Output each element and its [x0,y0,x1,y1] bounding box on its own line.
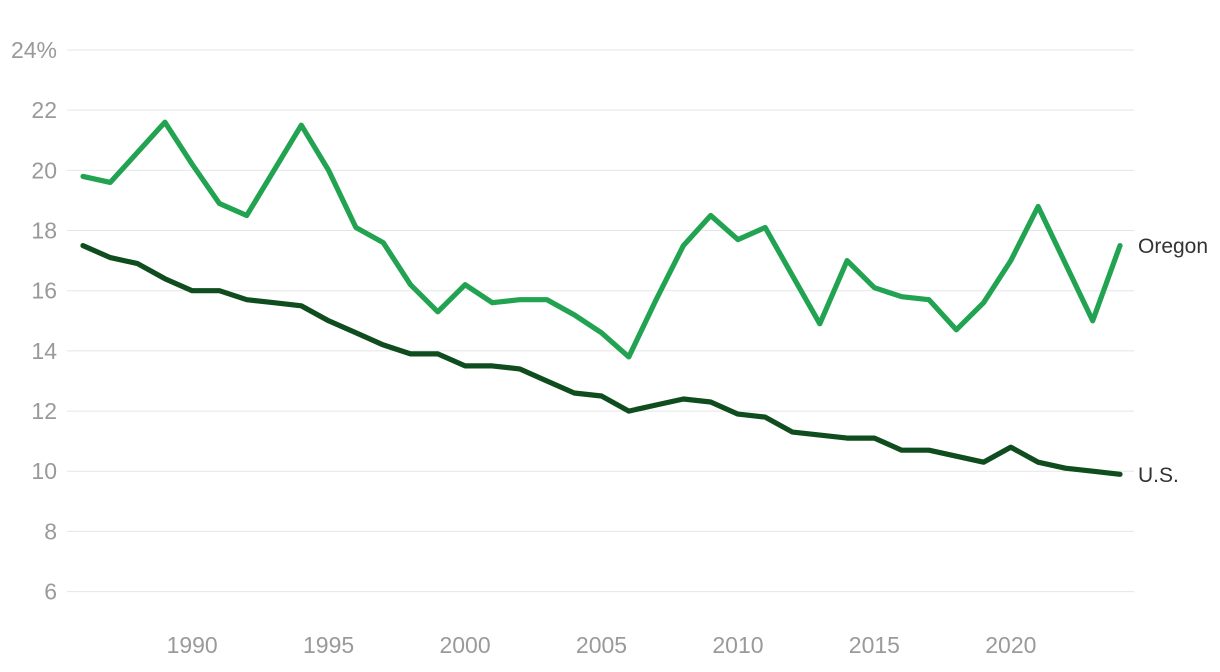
y-tick-label: 8 [44,518,57,544]
x-tick-label: 2005 [576,632,627,658]
y-tick-label: 22 [31,97,57,123]
x-tick-label: 2020 [985,632,1036,658]
y-tick-label: 16 [31,278,57,304]
x-tick-label: 2000 [439,632,490,658]
y-tick-label: 12 [31,398,57,424]
x-tick-label: 1995 [303,632,354,658]
y-tick-label: 14 [31,338,57,364]
x-tick-label: 2015 [849,632,900,658]
y-tick-label: 6 [44,579,57,605]
us-series-label: U.S. [1138,464,1179,487]
oregon-series-line [80,119,1123,360]
x-tick-label: 1990 [167,632,218,658]
y-tick-label: 18 [31,218,57,244]
x-tick-label: 2010 [712,632,763,658]
gridlines-group [67,49,1134,593]
series-lines-group [80,119,1123,477]
y-tick-label: 24% [11,37,57,63]
y-axis-tick-labels: 24% 22 20 18 16 14 12 10 8 6 [11,37,57,605]
us-series-line [80,243,1123,477]
y-tick-label: 20 [31,157,57,183]
y-tick-label: 10 [31,458,57,484]
x-axis-tick-labels: 1990 1995 2000 2005 2010 2015 2020 [167,632,1037,658]
oregon-series-label: Oregon [1138,235,1208,258]
